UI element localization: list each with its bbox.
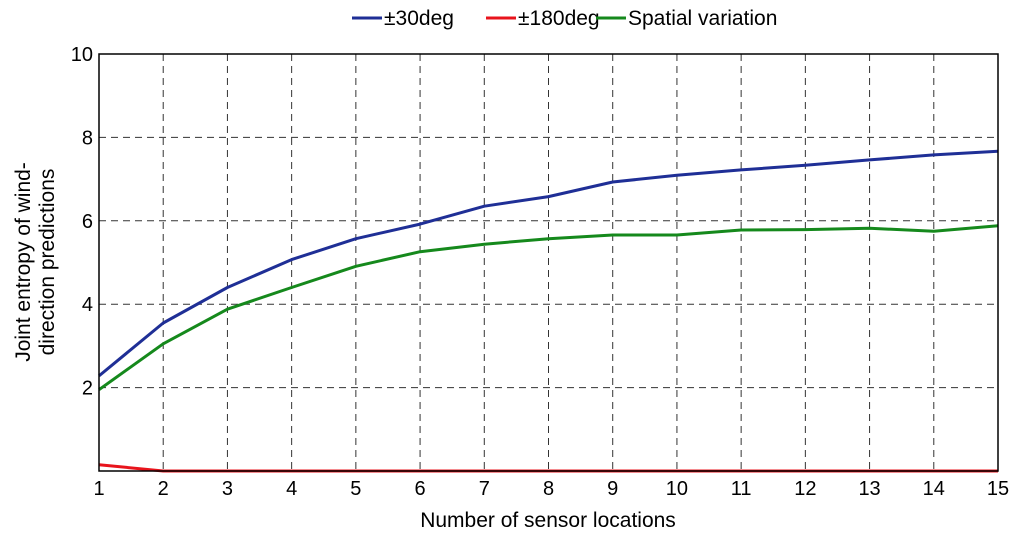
y-tick-labels: 2 4 6 8 10 bbox=[71, 44, 93, 400]
x-tick-label: 14 bbox=[923, 478, 945, 500]
legend-label-3: Spatial variation bbox=[628, 7, 777, 30]
x-tick-label: 12 bbox=[794, 478, 816, 500]
x-tick-label: 9 bbox=[607, 478, 618, 500]
x-tick-label: 8 bbox=[543, 478, 554, 500]
series-line-3 bbox=[98, 224, 999, 391]
y-axis-label-line-1: Joint entropy of wind- bbox=[12, 162, 35, 362]
legend-label-2: ±180deg bbox=[518, 7, 600, 30]
y-axis-label: Joint entropy of wind- direction predict… bbox=[12, 162, 59, 362]
x-tick-label: 6 bbox=[415, 478, 426, 500]
plot-frame bbox=[98, 53, 999, 472]
x-tick-label: 11 bbox=[731, 478, 752, 500]
x-tick-label: 10 bbox=[666, 478, 688, 500]
x-tick-label: 4 bbox=[286, 478, 297, 500]
x-tick-label: 2 bbox=[158, 478, 169, 500]
x-tick-label: 3 bbox=[222, 478, 233, 500]
legend: ±30deg ±180deg Spatial variation bbox=[352, 7, 777, 30]
x-tick-label: 1 bbox=[93, 478, 104, 500]
legend-label-1: ±30deg bbox=[384, 7, 454, 30]
series-line-1 bbox=[98, 149, 999, 378]
grid-lines bbox=[99, 54, 998, 471]
x-axis-label: Number of sensor locations bbox=[420, 509, 676, 532]
y-tick-label: 6 bbox=[82, 211, 93, 233]
x-tick-label: 7 bbox=[479, 478, 490, 500]
y-tick-label: 10 bbox=[71, 44, 93, 66]
y-tick-label: 2 bbox=[82, 378, 93, 400]
x-tick-label: 5 bbox=[350, 478, 361, 500]
x-tick-label: 15 bbox=[987, 478, 1009, 500]
y-tick-label: 4 bbox=[82, 294, 93, 316]
x-tick-label: 13 bbox=[858, 478, 880, 500]
y-axis-label-line-2: direction predictions bbox=[36, 169, 59, 356]
x-tick-labels: 1 2 3 4 5 6 7 8 9 10 11 12 13 14 15 bbox=[93, 478, 1009, 500]
y-tick-label: 8 bbox=[82, 127, 93, 149]
